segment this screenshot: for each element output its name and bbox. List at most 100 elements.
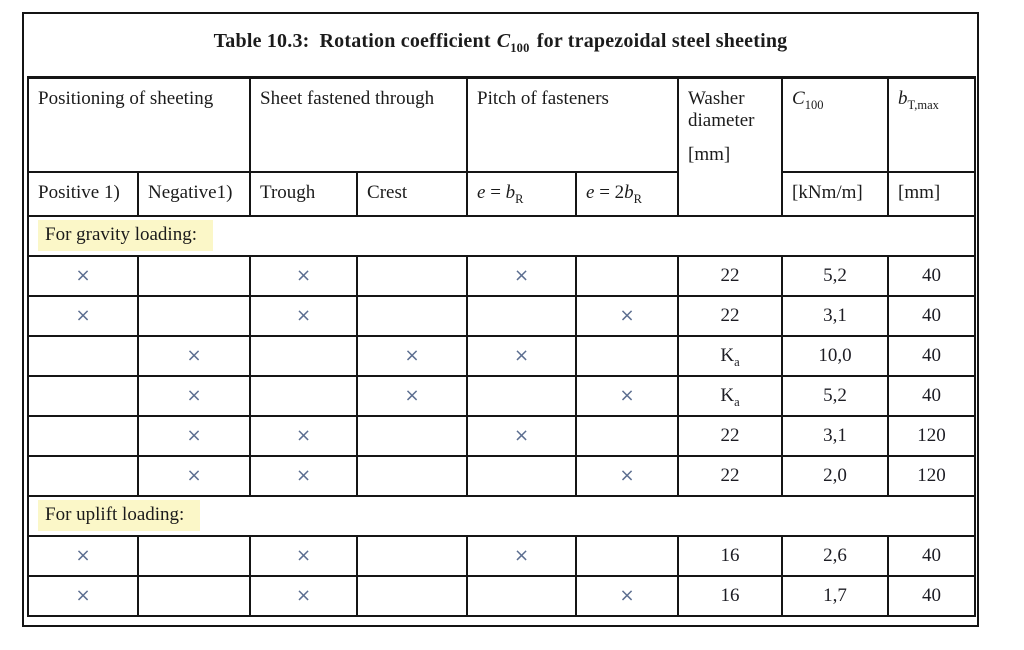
section-label-cell: For gravity loading: bbox=[26, 214, 977, 257]
x-mark-cell: × bbox=[575, 294, 680, 337]
header-pitch-e2br: e = 2bR bbox=[575, 170, 680, 217]
x-mark-cell: × bbox=[575, 454, 680, 497]
table-row: × × × 22 3,1 40 bbox=[27, 294, 977, 337]
header-trough: Trough bbox=[249, 170, 359, 217]
washer-unit: [mm] bbox=[688, 144, 731, 165]
x-mark-cell: × bbox=[249, 534, 359, 577]
header-negative: Negative1) bbox=[136, 170, 252, 217]
section-label: For uplift loading: bbox=[38, 500, 201, 531]
table-row: × × × 22 2,0 120 bbox=[27, 454, 977, 497]
x-mark: × bbox=[75, 584, 91, 606]
x-mark: × bbox=[295, 424, 312, 446]
c100-value-cell: 3,1 bbox=[781, 294, 890, 337]
x-mark-cell: × bbox=[356, 374, 469, 417]
btmax-value-cell: 120 bbox=[887, 454, 977, 497]
empty-cell bbox=[356, 454, 469, 497]
empty-cell bbox=[136, 534, 252, 577]
empty-cell bbox=[249, 374, 359, 417]
x-mark-cell: × bbox=[249, 574, 359, 617]
washer-diameter-cell: 16 bbox=[677, 574, 784, 617]
rotation-coefficient-table: Positioning of sheeting Sheet fastened t… bbox=[26, 76, 977, 617]
empty-cell bbox=[575, 334, 680, 377]
x-mark: × bbox=[186, 384, 202, 406]
x-mark-cell: × bbox=[27, 254, 139, 297]
x-mark: × bbox=[186, 464, 202, 486]
c100-value-cell: 2,6 bbox=[781, 534, 890, 577]
header-fastened-through: Sheet fastened through bbox=[249, 76, 469, 173]
x-mark: × bbox=[186, 424, 202, 446]
header-pitch-of-fasteners: Pitch of fasteners bbox=[466, 76, 680, 173]
table-row: × × × 16 2,6 40 bbox=[27, 534, 977, 577]
x-mark-cell: × bbox=[356, 334, 469, 377]
table-body: Positioning of sheeting Sheet fastened t… bbox=[26, 76, 977, 617]
header-btmax: bT,max bbox=[887, 76, 977, 173]
x-mark: × bbox=[75, 264, 91, 286]
empty-cell bbox=[356, 534, 469, 577]
x-mark: × bbox=[619, 464, 635, 486]
table-row: × × × 16 1,7 40 bbox=[27, 574, 977, 617]
x-mark: × bbox=[404, 384, 420, 406]
x-mark-cell: × bbox=[466, 414, 578, 457]
page-frame: Table 10.3: Rotation coefficient C100 for … bbox=[22, 12, 979, 627]
washer-diameter-cell: 22 bbox=[677, 294, 784, 337]
table-title-tail: for trapezoidal steel sheeting bbox=[536, 30, 788, 52]
header-washer-diameter: Washer diameter [mm] bbox=[677, 76, 784, 217]
x-mark: × bbox=[75, 304, 91, 326]
btmax-value-cell: 40 bbox=[887, 294, 977, 337]
x-mark-cell: × bbox=[249, 414, 359, 457]
washer-diameter-cell: Ka bbox=[677, 334, 784, 377]
table-title-text: Rotation coefficient bbox=[319, 30, 491, 52]
x-mark-cell: × bbox=[249, 254, 359, 297]
empty-cell bbox=[27, 334, 139, 377]
x-mark: × bbox=[75, 544, 91, 566]
x-mark-cell: × bbox=[249, 454, 359, 497]
x-mark-cell: × bbox=[249, 294, 359, 337]
table-row: × × × Ka 10,0 40 bbox=[27, 334, 977, 377]
table-title-number: Table 10.3: bbox=[213, 30, 310, 52]
x-mark: × bbox=[619, 384, 635, 406]
header-group-row: Positioning of sheeting Sheet fastened t… bbox=[26, 76, 977, 217]
empty-cell bbox=[356, 414, 469, 457]
x-mark: × bbox=[186, 344, 202, 366]
x-mark: × bbox=[295, 264, 312, 286]
header-sub-row: Positive 1) Negative1) Trough Crest e = … bbox=[27, 170, 977, 217]
x-mark: × bbox=[295, 304, 312, 326]
x-mark: × bbox=[295, 584, 312, 606]
empty-cell bbox=[136, 574, 252, 617]
x-mark-cell: × bbox=[136, 374, 252, 417]
empty-cell bbox=[136, 294, 252, 337]
x-mark-cell: × bbox=[136, 454, 252, 497]
c100-symbol: C100 bbox=[496, 30, 530, 55]
section-label-cell: For uplift loading: bbox=[26, 494, 977, 537]
x-mark: × bbox=[295, 464, 312, 486]
empty-cell bbox=[466, 294, 578, 337]
empty-cell bbox=[356, 254, 469, 297]
btmax-value-cell: 40 bbox=[887, 534, 977, 577]
x-mark-cell: × bbox=[27, 294, 139, 337]
empty-cell bbox=[27, 454, 139, 497]
c100-value-cell: 5,2 bbox=[781, 374, 890, 417]
header-positioning: Positioning of sheeting bbox=[26, 76, 252, 173]
btmax-value-cell: 40 bbox=[887, 374, 977, 417]
x-mark-cell: × bbox=[466, 334, 578, 377]
section-header-row: For uplift loading: bbox=[26, 494, 977, 537]
washer-diameter-cell: 22 bbox=[677, 254, 784, 297]
empty-cell bbox=[356, 294, 469, 337]
table-row: × × × 22 5,2 40 bbox=[27, 254, 977, 297]
header-positive: Positive 1) bbox=[27, 170, 139, 217]
header-c100: C100 bbox=[781, 76, 890, 173]
x-mark-cell: × bbox=[27, 574, 139, 617]
empty-cell bbox=[466, 574, 578, 617]
btmax-value-cell: 40 bbox=[887, 574, 977, 617]
table-row: × × × Ka 5,2 40 bbox=[27, 374, 977, 417]
empty-cell bbox=[249, 334, 359, 377]
x-mark: × bbox=[513, 424, 530, 446]
x-mark: × bbox=[513, 344, 530, 366]
c100-value-cell: 3,1 bbox=[781, 414, 890, 457]
btmax-value-cell: 40 bbox=[887, 254, 977, 297]
empty-cell bbox=[27, 414, 139, 457]
x-mark-cell: × bbox=[136, 414, 252, 457]
c100-value-cell: 1,7 bbox=[781, 574, 890, 617]
empty-cell bbox=[575, 414, 680, 457]
empty-cell bbox=[575, 254, 680, 297]
